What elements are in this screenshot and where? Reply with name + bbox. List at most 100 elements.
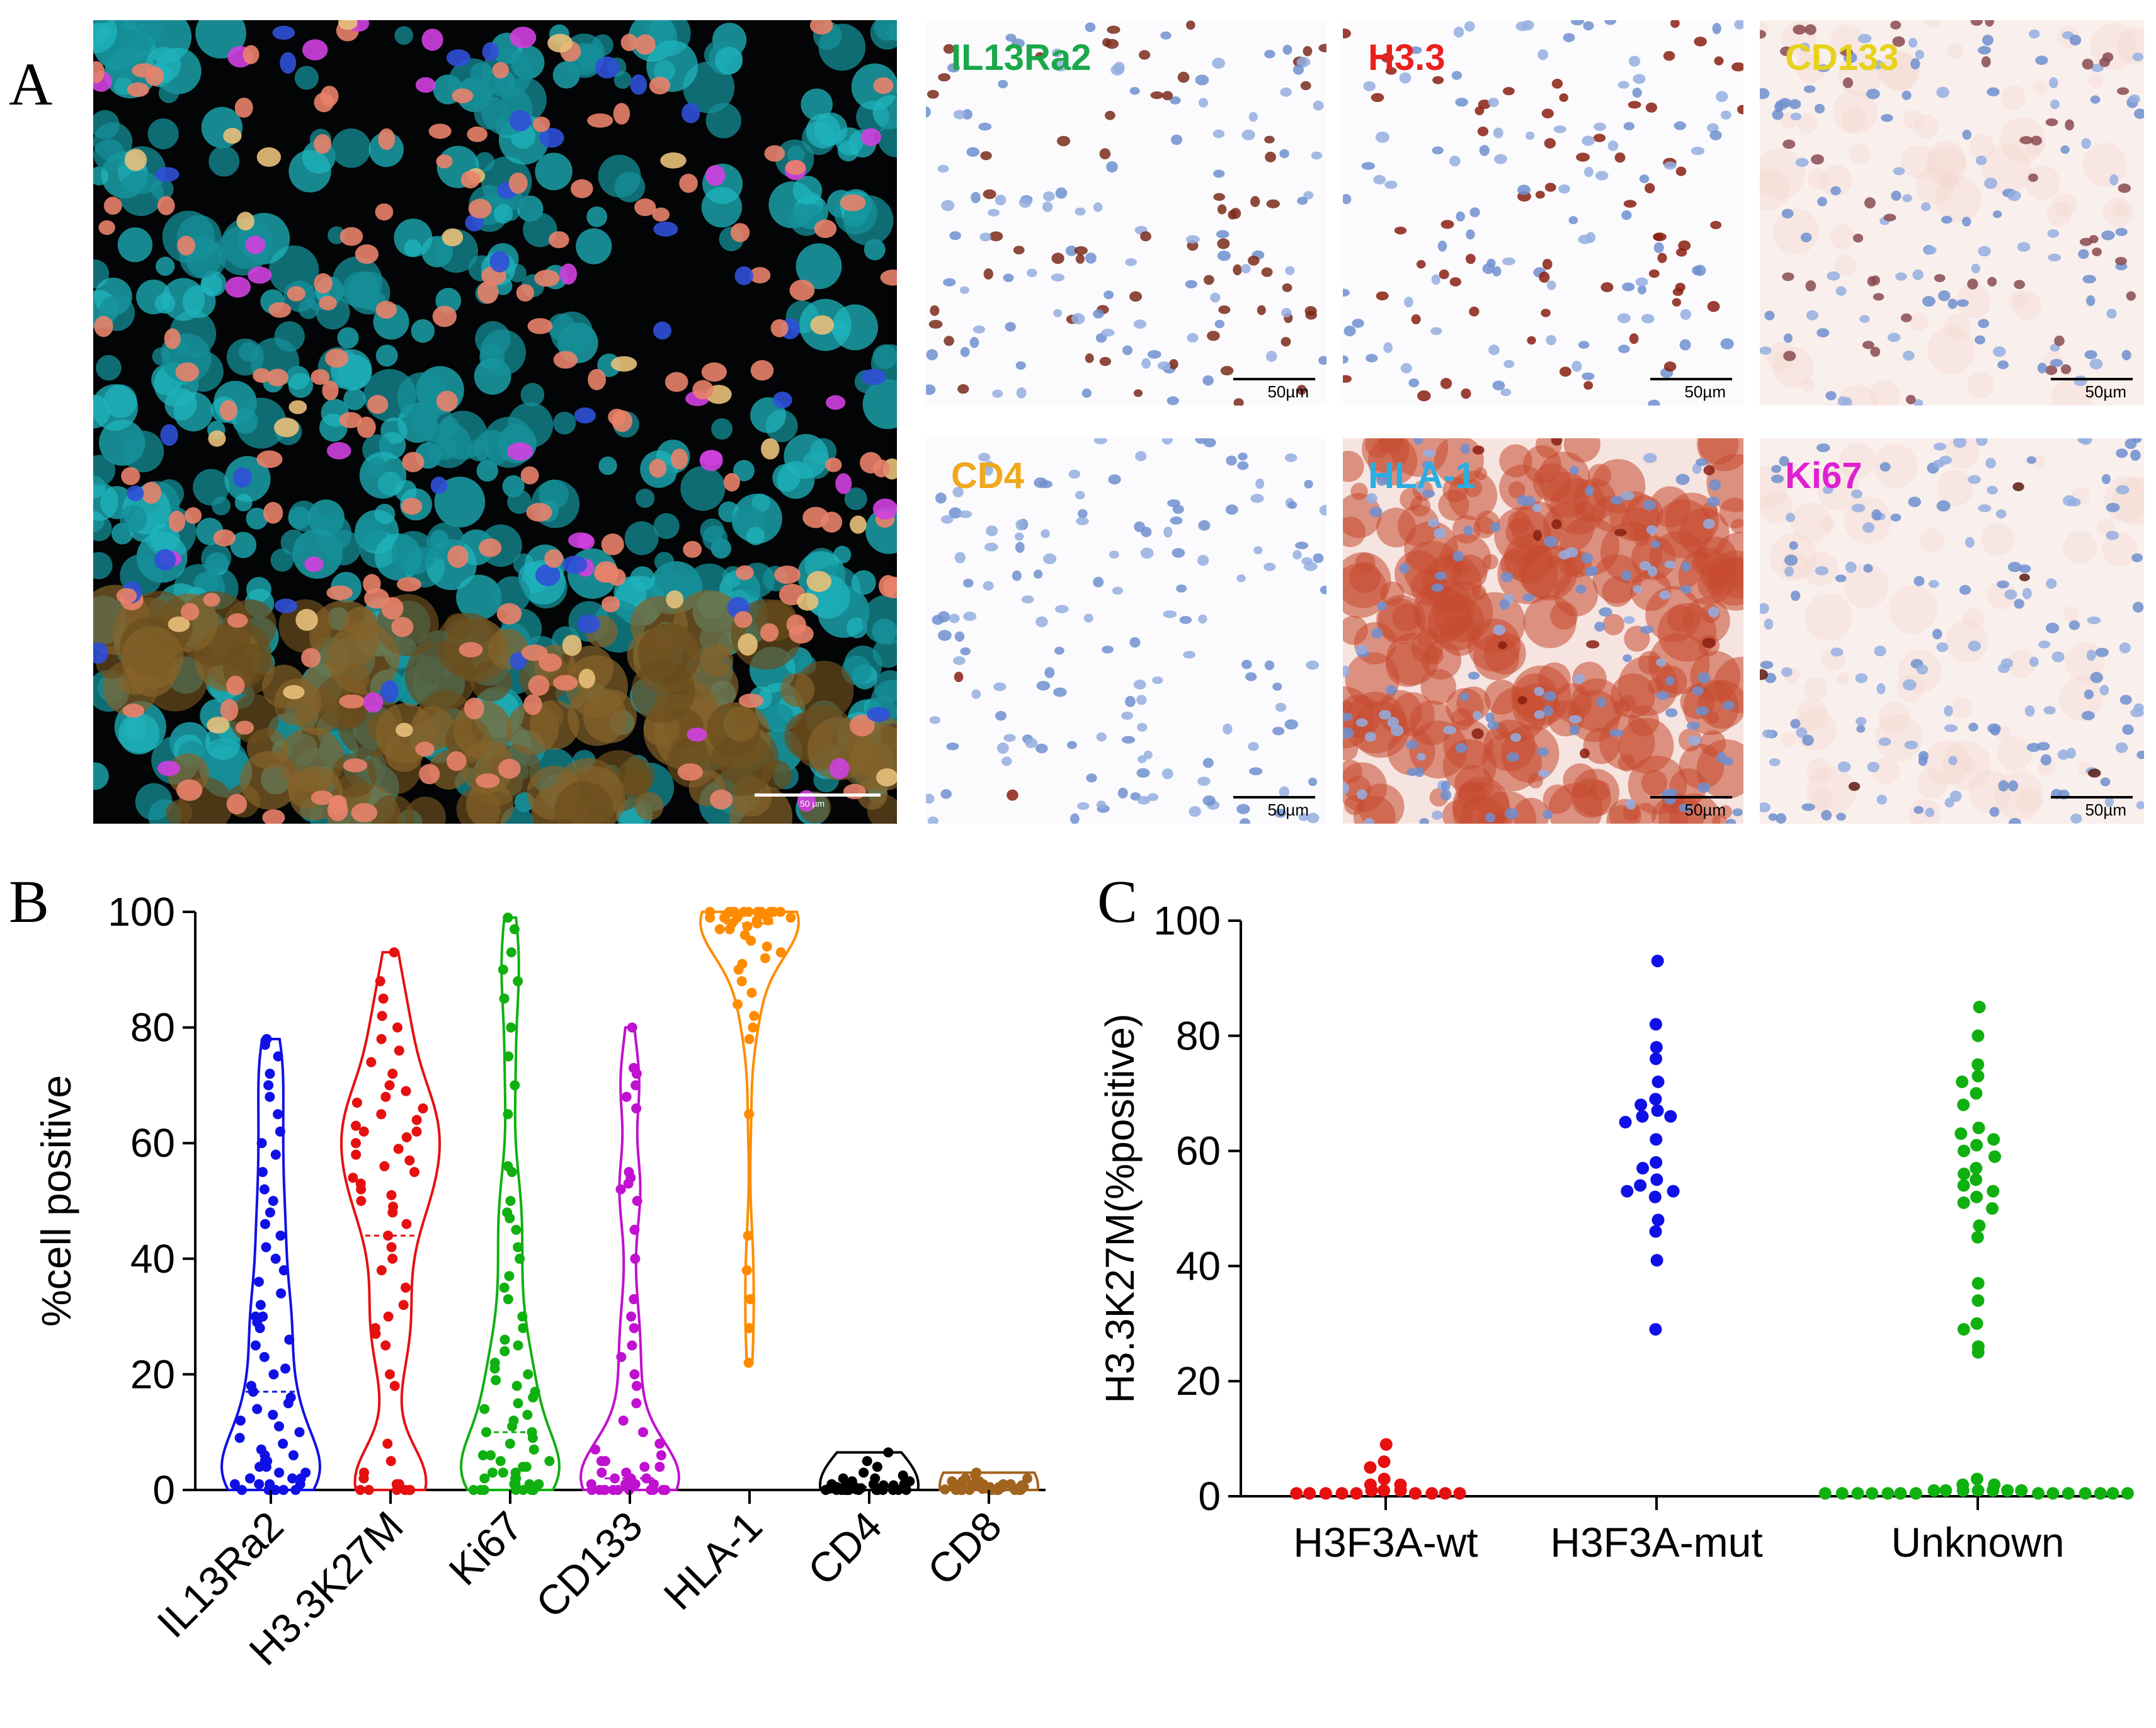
b-point-HLA-1-26 xyxy=(724,924,735,935)
scalebar-label-ki67: 50µm xyxy=(2085,800,2126,819)
b-point-Ki67-65 xyxy=(468,1485,479,1495)
b-point-CD133-48 xyxy=(608,1485,619,1495)
b-point-Ki67-19 xyxy=(499,1282,510,1293)
c-point-Unknown-52 xyxy=(2121,1487,2134,1500)
b-xtick-label-6: CD8 xyxy=(918,1503,1010,1594)
b-point-Ki67-32 xyxy=(528,1392,539,1403)
b-point-Ki67-22 xyxy=(518,1322,528,1333)
b-point-Ki67-41 xyxy=(505,1438,515,1449)
c-point-H3F3A-mut-7 xyxy=(1651,1104,1664,1117)
c-point-Unknown-10 xyxy=(1970,1139,1983,1152)
b-point-IL13Ra2-40 xyxy=(234,1433,245,1443)
b-point-IL13Ra2-21 xyxy=(255,1300,266,1310)
b-point-IL13Ra2-16 xyxy=(261,1242,271,1253)
c-point-H3F3A-wt-3 xyxy=(1377,1472,1391,1486)
b-point-IL13Ra2-11 xyxy=(259,1184,270,1195)
b-point-H3.3K27M-9 xyxy=(384,1080,395,1091)
b-point-H3.3K27M-13 xyxy=(418,1103,428,1114)
b-point-CD4-3 xyxy=(858,1467,869,1478)
ihc-tile-cd133: CD133 50µm xyxy=(1760,20,2144,406)
b-point-CD133-23 xyxy=(654,1438,665,1449)
b-point-CD8-28 xyxy=(940,1484,950,1495)
scalebar-cd4 xyxy=(1233,796,1315,799)
c-ytick-label-100: 100 xyxy=(1153,898,1221,943)
b-point-Ki67-6 xyxy=(506,1022,516,1033)
if-image-canvas xyxy=(93,20,897,824)
b-point-Ki67-44 xyxy=(477,1450,488,1460)
b-point-IL13Ra2-20 xyxy=(276,1288,287,1299)
c-point-Unknown-25 xyxy=(1970,1317,1983,1330)
c-point-Unknown-15 xyxy=(1970,1173,1983,1186)
c-point-Unknown-41 xyxy=(1894,1487,1907,1500)
if-scalebar xyxy=(755,793,881,797)
b-point-H3.3K27M-7 xyxy=(366,1057,377,1067)
b-point-H3.3K27M-29 xyxy=(386,1190,397,1200)
c-point-Unknown-16 xyxy=(1957,1179,1970,1192)
b-point-IL13Ra2-9 xyxy=(270,1149,281,1160)
c-point-H3F3A-wt-13 xyxy=(1319,1487,1332,1500)
if-image: 50 µm xyxy=(93,20,897,824)
b-point-IL13Ra2-35 xyxy=(252,1404,263,1414)
c-point-H3F3A-wt-8 xyxy=(1394,1484,1407,1497)
b-point-CD4-37 xyxy=(843,1485,854,1495)
b-point-CD133-17 xyxy=(616,1351,627,1362)
ihc-tile-ki67: Ki67 50µm xyxy=(1760,438,2144,824)
scalebar-il13ra2 xyxy=(1233,378,1315,380)
c-point-Unknown-22 xyxy=(1971,1231,1984,1244)
c-point-Unknown-43 xyxy=(1881,1487,1895,1500)
panel-letter-a: A xyxy=(9,50,53,118)
b-point-IL13Ra2-52 xyxy=(244,1473,255,1484)
b-point-IL13Ra2-49 xyxy=(274,1467,285,1478)
b-point-Ki67-18 xyxy=(504,1271,515,1282)
b-point-CD4-4 xyxy=(898,1470,908,1481)
b-point-Ki67-33 xyxy=(513,1398,523,1409)
b-point-H3.3K27M-21 xyxy=(393,1144,404,1154)
b-point-HLA-1-42 xyxy=(743,1231,753,1241)
b-point-HLA-1-23 xyxy=(752,918,763,929)
b-point-CD4-39 xyxy=(877,1485,888,1495)
b-point-IL13Ra2-6 xyxy=(273,1109,283,1120)
b-point-HLA-1-35 xyxy=(736,976,747,987)
b-point-CD133-14 xyxy=(626,1311,637,1322)
c-point-H3F3A-mut-8 xyxy=(1636,1110,1649,1123)
b-point-H3.3K27M-22 xyxy=(351,1149,362,1160)
scalebar-label-hla1: 50µm xyxy=(1684,800,1726,819)
b-point-Ki67-8 xyxy=(510,1080,520,1091)
b-point-CD133-5 xyxy=(631,1103,642,1114)
ihc-tile-il13ra2-image xyxy=(926,20,1326,406)
b-point-H3.3K27M-17 xyxy=(411,1126,422,1137)
b-point-IL13Ra2-56 xyxy=(254,1479,265,1489)
b-point-CD4-31 xyxy=(853,1485,864,1495)
b-point-Ki67-21 xyxy=(517,1311,528,1322)
c-point-H3F3A-mut-16 xyxy=(1667,1185,1680,1198)
ihc-tile-h33-image xyxy=(1343,20,1743,406)
b-point-HLA-1-25 xyxy=(742,921,753,931)
b-ytick-label-0: 0 xyxy=(152,1467,175,1513)
c-point-Unknown-5 xyxy=(1970,1087,1983,1100)
b-point-IL13Ra2-36 xyxy=(268,1409,278,1420)
c-point-H3F3A-mut-22 xyxy=(1649,1322,1662,1336)
c-point-Unknown-8 xyxy=(1954,1127,1968,1140)
b-point-H3.3K27M-32 xyxy=(387,1207,398,1218)
c-point-Unknown-14 xyxy=(1958,1168,1971,1181)
c-point-Unknown-24 xyxy=(1971,1294,1985,1307)
b-point-CD133-3 xyxy=(630,1080,641,1091)
c-point-Unknown-42 xyxy=(2046,1487,2060,1500)
c-point-H3F3A-wt-1 xyxy=(1377,1455,1391,1469)
c-point-H3F3A-mut-13 xyxy=(1636,1162,1650,1175)
ihc-tile-il13ra2: IL13Ra2 50µm xyxy=(926,20,1326,406)
ihc-tile-hla1: HLA-1 50µm xyxy=(1343,438,1743,824)
b-point-H3.3K27M-25 xyxy=(409,1167,419,1178)
b-violin-CD133 xyxy=(579,1026,681,1491)
b-point-Ki67-51 xyxy=(498,1467,508,1478)
b-point-Ki67-50 xyxy=(487,1467,498,1478)
b-point-H3.3K27M-39 xyxy=(398,1300,409,1310)
b-violin-H3.3K27M xyxy=(339,951,442,1491)
b-point-HLA-1-39 xyxy=(748,1022,758,1033)
scalebar-cd133 xyxy=(2051,378,2133,380)
b-point-HLA-1-43 xyxy=(741,1265,752,1276)
b-point-H3.3K27M-8 xyxy=(387,1069,398,1079)
c-point-Unknown-20 xyxy=(1986,1202,1999,1215)
b-point-CD4-1 xyxy=(862,1456,872,1467)
